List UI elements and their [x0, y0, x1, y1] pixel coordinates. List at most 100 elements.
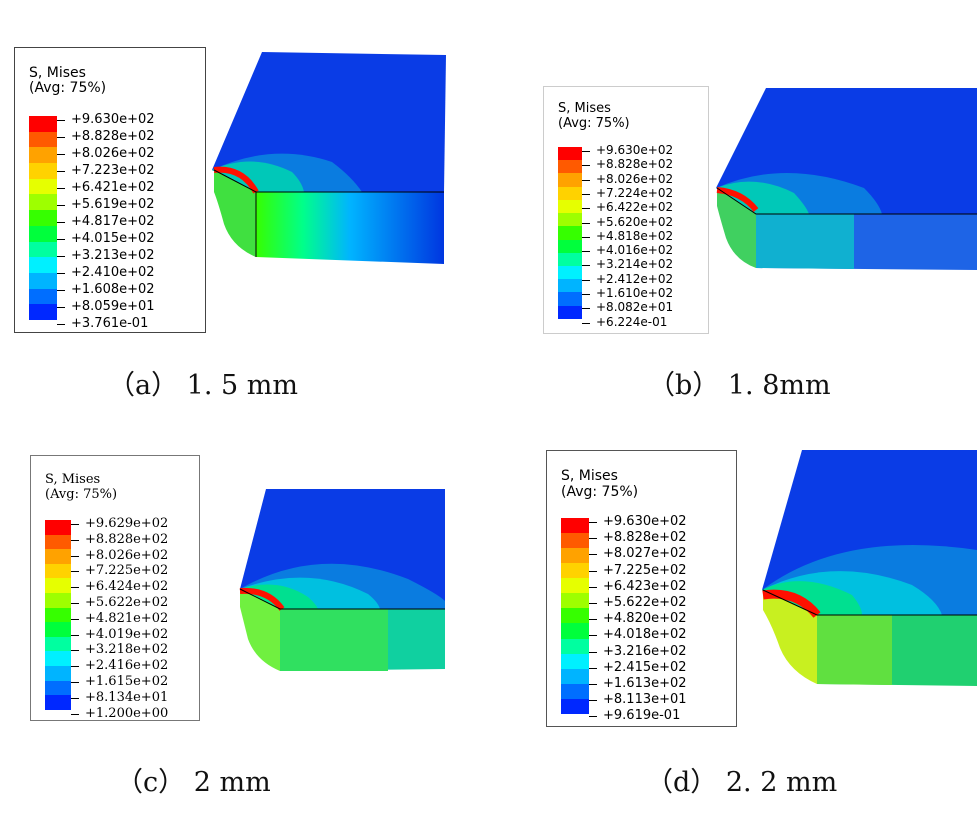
tick-mark [582, 265, 590, 267]
color-bar [558, 147, 582, 319]
tick-mark [57, 137, 65, 138]
tick-label: +2.415e+02 [603, 659, 687, 675]
tick-label: +7.223e+02 [71, 163, 155, 178]
tick-mark [71, 539, 79, 541]
color-band [45, 607, 71, 623]
color-band [29, 163, 57, 179]
color-band [45, 563, 71, 579]
color-band [45, 636, 71, 652]
color-band [561, 653, 589, 669]
color-band [29, 272, 57, 289]
tick-label: +8.828e+02 [85, 531, 169, 547]
tick-mark [589, 635, 597, 637]
tick-mark [57, 307, 65, 308]
tick-label: +4.818e+02 [596, 228, 674, 243]
color-band [558, 186, 582, 200]
tick-mark [582, 165, 590, 167]
tick-label: +9.619e-01 [603, 708, 681, 724]
tick-mark [589, 684, 597, 685]
tick-mark [582, 208, 590, 210]
tick-mark [71, 682, 79, 683]
tick-label: +8.828e+02 [71, 129, 155, 144]
legend-a: S, Mises (Avg: 75%) +9.630e+02 +8.828e+02… [14, 47, 206, 333]
color-band [558, 279, 582, 293]
tick-label: +9.630e+02 [71, 112, 155, 127]
tick-label: +1.200e+00 [85, 705, 169, 721]
color-band [561, 683, 589, 699]
tick-mark [71, 571, 79, 573]
caption-d: （d） 2. 2 mm [646, 767, 838, 798]
legend-b: S, Mises (Avg: 75%) +9.630e+02 +8.828e+02… [543, 86, 709, 334]
stress-model-c [239, 489, 445, 671]
color-band [45, 549, 71, 564]
tick-mark [71, 524, 79, 525]
tick-label: +5.622e+02 [603, 595, 687, 610]
color-band [29, 241, 57, 258]
stress-model-b [716, 88, 977, 270]
tick-label: +5.620e+02 [596, 214, 674, 229]
tick-mark [57, 256, 65, 257]
tick-mark [589, 603, 597, 604]
tick-mark [57, 154, 65, 155]
legend-avg: (Avg: 75%) [29, 80, 107, 96]
tick-label: +4.019e+02 [85, 626, 169, 642]
tick-label: +4.015e+02 [71, 231, 155, 246]
tick-mark [71, 587, 79, 589]
tick-mark [589, 522, 597, 523]
color-band [558, 305, 582, 319]
tick-label: +2.412e+02 [596, 271, 674, 286]
color-band [558, 265, 582, 280]
stress-model-d [762, 450, 977, 686]
legend-title: S, Mises [29, 65, 86, 81]
color-band [558, 252, 582, 266]
tick-mark [57, 205, 65, 206]
caption-b: （b） 1. 8mm [648, 370, 831, 401]
tick-label: +8.134e+01 [85, 689, 169, 705]
color-band [561, 638, 589, 654]
color-band [45, 622, 71, 637]
tick-mark [57, 273, 65, 274]
tick-label: +6.424e+02 [85, 579, 169, 595]
tick-mark [582, 179, 590, 181]
tick-mark [582, 322, 590, 324]
tick-label: +8.113e+01 [603, 692, 687, 708]
tick-mark [582, 222, 590, 224]
color-band [558, 173, 582, 187]
color-band [558, 226, 582, 240]
tick-label: +8.828e+02 [603, 530, 687, 546]
legend-c: S, Mises (Avg: 75%) +9.629e+02 +8.828e+02… [30, 455, 200, 721]
tick-label: +4.016e+02 [596, 243, 674, 258]
tick-mark [57, 239, 65, 240]
tick-label: +5.622e+02 [85, 595, 169, 610]
caption-a: （a） 1. 5 mm [108, 370, 298, 401]
tick-mark [589, 716, 597, 718]
legend-avg: (Avg: 75%) [45, 487, 118, 502]
tick-mark [57, 324, 65, 325]
color-band [29, 304, 57, 320]
tick-label: +1.613e+02 [603, 676, 687, 691]
color-band [45, 578, 71, 594]
tick-label: +8.026e+02 [596, 171, 674, 186]
color-band [29, 116, 57, 132]
tick-label: +3.216e+02 [603, 643, 687, 659]
color-band [29, 194, 57, 211]
tick-mark [589, 651, 597, 653]
color-band [561, 578, 589, 594]
color-band [45, 666, 71, 681]
color-band [561, 548, 589, 564]
tick-label: +9.630e+02 [596, 143, 674, 157]
color-band [29, 131, 57, 148]
color-band [561, 533, 589, 549]
color-band [558, 239, 582, 253]
color-band [45, 651, 71, 667]
tick-mark [57, 120, 65, 121]
color-band [558, 160, 582, 174]
tick-mark [582, 294, 590, 295]
color-band [558, 292, 582, 306]
color-bar [561, 518, 589, 714]
tick-label: +8.059e+01 [71, 299, 155, 314]
tick-mark [71, 697, 79, 699]
tick-label: +2.416e+02 [85, 658, 169, 674]
tick-mark [57, 188, 65, 189]
tick-mark [582, 151, 590, 152]
